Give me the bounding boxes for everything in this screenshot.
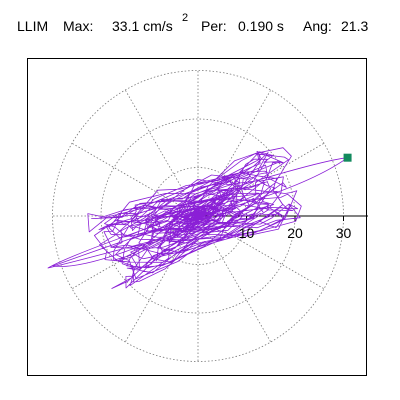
period-label: Per: xyxy=(201,18,227,34)
angle-label: Ang: xyxy=(303,18,332,34)
period-value: 0.190 s xyxy=(238,18,284,34)
radial-tick-labels: 10 20 30 xyxy=(239,225,352,241)
trace-path xyxy=(47,147,348,289)
particle-motion-plot: 10 20 30 xyxy=(27,58,368,376)
radial-tick-label-30: 30 xyxy=(336,225,352,241)
max-amplitude-marker xyxy=(343,153,352,162)
max-unit-exponent: 2 xyxy=(182,12,189,24)
radial-tick-label-20: 20 xyxy=(287,225,303,241)
max-value: 33.1 cm/s xyxy=(112,18,173,34)
radial-tick-label-10: 10 xyxy=(239,225,255,241)
polar-plot-svg: 10 20 30 xyxy=(47,70,368,362)
max-label: Max: xyxy=(63,18,94,34)
max-marker xyxy=(343,153,352,162)
station-code: LLIM xyxy=(17,18,49,34)
motion-trace xyxy=(47,147,348,289)
title-bar: LLIM Max: 33.1 cm/s 2 Per: 0.190 s Ang: … xyxy=(0,0,400,40)
angle-value: 21.3 xyxy=(341,18,369,34)
